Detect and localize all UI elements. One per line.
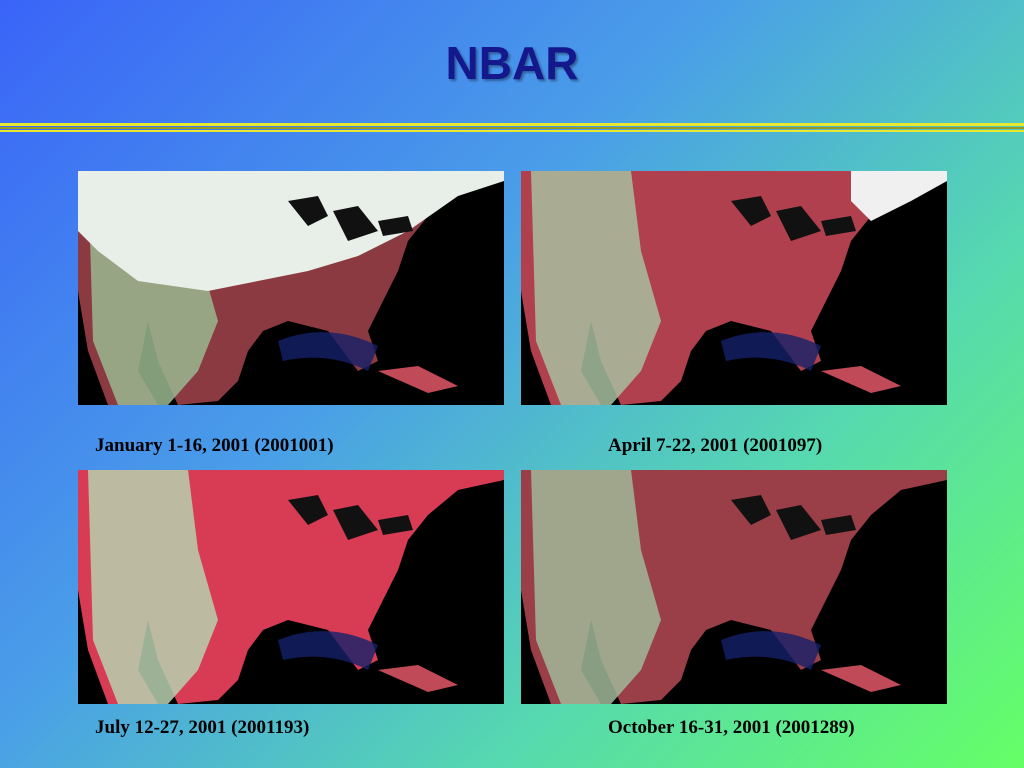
- satellite-map: [521, 171, 947, 405]
- caption: July 12-27, 2001 (2001193): [95, 717, 310, 738]
- divider: [0, 130, 1024, 132]
- satellite-map: [78, 171, 504, 405]
- slide-title: NBAR: [445, 37, 579, 89]
- divider: [0, 127, 1024, 129]
- caption: January 1-16, 2001 (2001001): [95, 435, 334, 456]
- satellite-map: [521, 470, 947, 704]
- divider: [0, 123, 1024, 126]
- caption: October 16-31, 2001 (2001289): [608, 717, 855, 738]
- satellite-map: [78, 470, 504, 704]
- caption: April 7-22, 2001 (2001097): [608, 435, 823, 456]
